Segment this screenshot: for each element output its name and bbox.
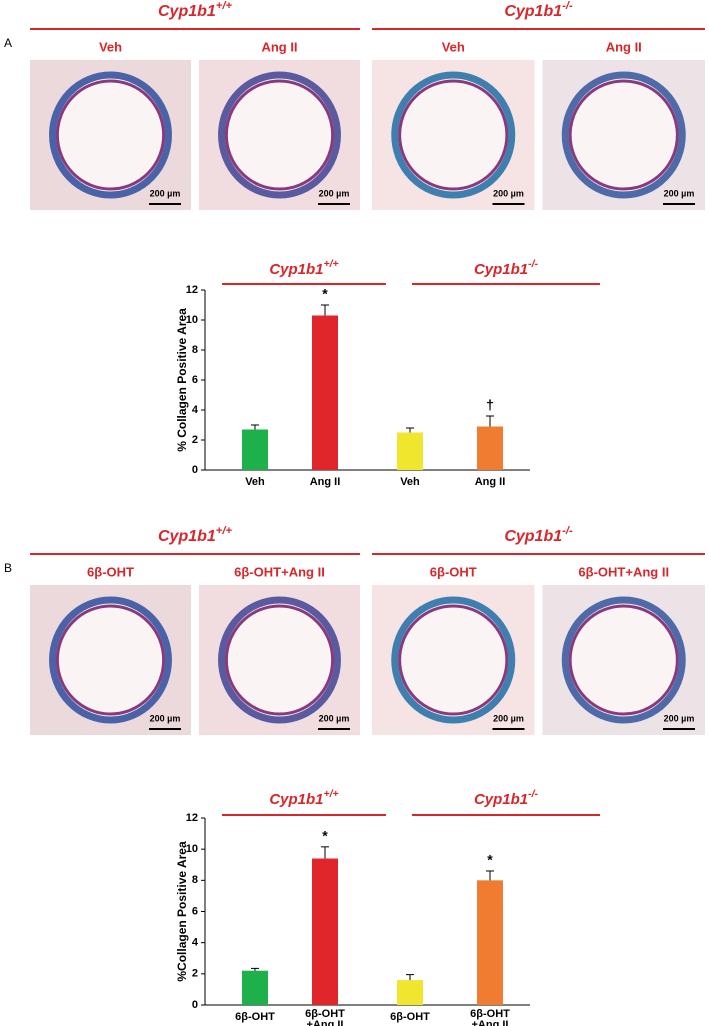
x-tick-label-line: 6β-OHT xyxy=(470,1008,510,1020)
bar xyxy=(242,429,268,470)
x-tick-label: Ang II xyxy=(310,476,341,488)
x-tick-label: 6β-OHT xyxy=(235,1011,275,1023)
y-tick-label: 4 xyxy=(192,937,199,949)
image-label: 6β-OHT+Ang II xyxy=(578,564,669,579)
group-title-sup: +/+ xyxy=(216,0,233,12)
vessel-media xyxy=(55,604,166,716)
x-tick-label: 6β-OHT +Ang II xyxy=(470,1008,510,1026)
image-label: Ang II xyxy=(606,39,642,54)
y-tick-label: 10 xyxy=(186,843,198,855)
group-title-name: Cyp1b1 xyxy=(504,528,562,545)
x-tick-label-line: 6β-OHT xyxy=(305,1008,345,1020)
x-tick-label-line: +Ang II xyxy=(307,1019,344,1026)
vessel-wall xyxy=(49,71,172,199)
group-title-sup: +/+ xyxy=(324,258,339,270)
vessel-media xyxy=(568,79,679,191)
x-tick-label: Veh xyxy=(245,476,265,488)
significance-marker: * xyxy=(322,828,328,844)
scale-label: 200 µm xyxy=(664,713,695,723)
y-tick-label: 2 xyxy=(192,968,198,980)
group-title-name: Cyp1b1 xyxy=(269,791,323,808)
group-title: Cyp1b1-/- xyxy=(504,525,573,545)
scale-label: 200 µm xyxy=(319,188,350,198)
vessel-media xyxy=(398,604,509,716)
significance-marker: * xyxy=(487,852,493,868)
image-label: 6β-OHT xyxy=(430,564,477,579)
y-tick-label: 10 xyxy=(186,314,198,326)
image-label: Ang II xyxy=(261,39,297,54)
vessel-wall xyxy=(391,596,516,724)
scale-label: 200 µm xyxy=(664,188,695,198)
group-title-sup: -/- xyxy=(528,258,538,270)
vessel-media xyxy=(224,604,335,716)
image-label: 6β-OHT+Ang II xyxy=(234,564,325,579)
group-title-sup: -/- xyxy=(528,788,538,800)
scale-label: 200 µm xyxy=(150,188,181,198)
vessel-media xyxy=(55,79,166,191)
x-tick-label: Ang II xyxy=(475,476,506,488)
bar xyxy=(312,315,338,470)
group-title-name: Cyp1b1 xyxy=(269,261,323,278)
vessel-wall xyxy=(391,71,516,199)
y-tick-label: 6 xyxy=(192,374,198,386)
vessel-media xyxy=(398,79,509,191)
group-title: Cyp1b1-/- xyxy=(474,788,539,808)
panel-label: A xyxy=(4,36,12,50)
x-tick-label-line: +Ang II xyxy=(472,1019,509,1026)
y-axis-title: % Collagen Positive Area xyxy=(175,308,189,452)
scale-label: 200 µm xyxy=(150,713,181,723)
bar xyxy=(312,858,338,1005)
significance-marker: † xyxy=(486,397,494,413)
x-tick-label: Veh xyxy=(400,476,420,488)
y-tick-label: 4 xyxy=(192,404,199,416)
vessel-wall xyxy=(561,71,686,199)
vessel-media xyxy=(568,604,679,716)
y-tick-label: 12 xyxy=(186,812,198,824)
y-tick-label: 2 xyxy=(192,434,198,446)
panel-label: B xyxy=(4,561,12,575)
group-title-sup: +/+ xyxy=(324,788,339,800)
y-tick-label: 6 xyxy=(192,905,198,917)
group-title-sup: -/- xyxy=(562,0,573,12)
y-tick-label: 0 xyxy=(192,464,198,476)
group-title-name: Cyp1b1 xyxy=(474,791,528,808)
bar xyxy=(397,432,423,470)
image-label: Veh xyxy=(442,39,465,54)
scale-label: 200 µm xyxy=(493,188,524,198)
vessel-wall xyxy=(49,596,172,724)
vessel-wall xyxy=(218,596,341,724)
group-title-name: Cyp1b1 xyxy=(158,3,216,20)
group-title-name: Cyp1b1 xyxy=(158,528,216,545)
group-title: Cyp1b1+/+ xyxy=(158,0,232,20)
vessel-media xyxy=(224,79,335,191)
y-tick-label: 0 xyxy=(192,999,198,1011)
y-axis-title: %Collagen Positive Area xyxy=(175,841,189,982)
y-tick-label: 8 xyxy=(192,874,198,886)
image-label: Veh xyxy=(99,39,122,54)
group-title-sup: -/- xyxy=(562,525,573,537)
y-tick-label: 12 xyxy=(186,284,198,296)
x-tick-label: 6β-OHT +Ang II xyxy=(305,1008,345,1026)
scale-label: 200 µm xyxy=(319,713,350,723)
group-title-sup: +/+ xyxy=(216,525,233,537)
image-label: 6β-OHT xyxy=(87,564,134,579)
vessel-wall xyxy=(218,71,341,199)
group-title-name: Cyp1b1 xyxy=(504,3,562,20)
scale-label: 200 µm xyxy=(493,713,524,723)
significance-marker: * xyxy=(322,286,328,302)
group-title: Cyp1b1+/+ xyxy=(269,788,338,808)
group-title: Cyp1b1+/+ xyxy=(158,525,232,545)
bar xyxy=(477,426,503,470)
bar xyxy=(242,970,268,1005)
group-title: Cyp1b1-/- xyxy=(504,0,573,20)
group-title: Cyp1b1+/+ xyxy=(269,258,338,278)
y-tick-label: 8 xyxy=(192,344,198,356)
group-title-name: Cyp1b1 xyxy=(474,261,528,278)
bar xyxy=(477,880,503,1005)
x-tick-label: 6β-OHT xyxy=(390,1011,430,1023)
group-title: Cyp1b1-/- xyxy=(474,258,539,278)
bar xyxy=(397,980,423,1005)
vessel-wall xyxy=(561,596,686,724)
